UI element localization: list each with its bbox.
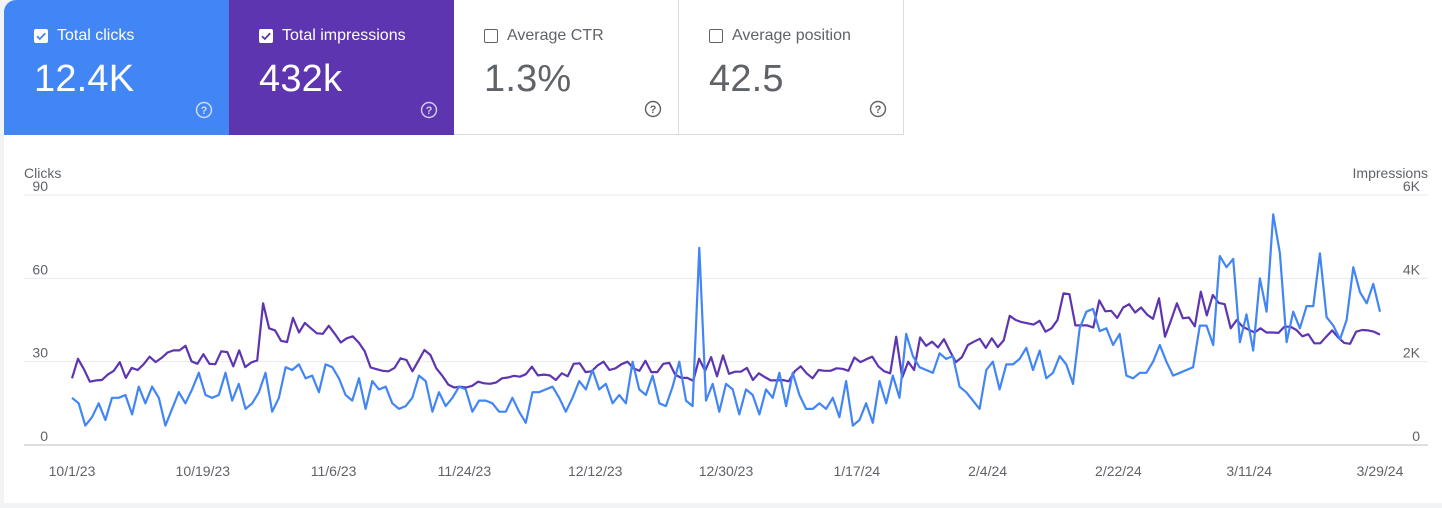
help-icon[interactable]: ? xyxy=(195,101,213,119)
left-tick-label: 30 xyxy=(32,345,48,361)
right-tick-label: 6K xyxy=(1403,178,1421,194)
tile-header: Average CTR xyxy=(484,27,604,45)
left-tick-label: 60 xyxy=(32,261,48,277)
x-tick-label: 2/4/24 xyxy=(968,463,1007,479)
left-axis-ticks: 0 30 60 90 xyxy=(32,178,48,444)
right-axis-ticks: 0 2K 4K 6K xyxy=(1403,178,1421,444)
tile-header: Total impressions xyxy=(259,27,406,45)
x-axis-ticks: 10/1/23 10/19/23 11/6/23 11/24/23 12/12/23 12… xyxy=(49,463,1404,479)
tile-label: Total clicks xyxy=(57,27,135,44)
series-line-clicks xyxy=(71,213,1382,427)
tile-header: Total clicks xyxy=(34,27,134,45)
grid-lines xyxy=(24,194,1428,446)
right-tick-label: 0 xyxy=(1412,428,1420,444)
right-axis-label: Impressions xyxy=(1353,165,1428,181)
checkbox-checked-icon[interactable] xyxy=(34,29,48,43)
tile-label: Total impressions xyxy=(282,27,406,44)
svg-text:?: ? xyxy=(426,105,433,117)
tile-average-position[interactable]: Average position 42.5 ? xyxy=(679,0,904,135)
checkbox-unchecked-icon[interactable] xyxy=(484,29,498,43)
x-tick-label: 11/24/23 xyxy=(438,463,492,479)
left-tick-label: 0 xyxy=(40,428,48,444)
tile-header: Average position xyxy=(709,27,851,45)
x-tick-label: 3/29/24 xyxy=(1357,463,1404,479)
tile-value: 432k xyxy=(259,58,343,100)
svg-text:?: ? xyxy=(201,105,208,117)
tile-value: 42.5 xyxy=(709,58,784,100)
left-axis-label: Clicks xyxy=(24,165,61,181)
tile-total-clicks[interactable]: Total clicks 12.4K ? xyxy=(4,0,229,135)
tile-label: Average position xyxy=(732,27,851,44)
tile-total-impressions[interactable]: Total impressions 432k ? xyxy=(229,0,454,135)
x-tick-label: 1/17/24 xyxy=(833,463,880,479)
x-tick-label: 12/30/23 xyxy=(699,463,754,479)
svg-text:?: ? xyxy=(875,104,882,116)
metric-tiles: Total clicks 12.4K ? Total impressions 4… xyxy=(4,0,904,135)
help-icon[interactable]: ? xyxy=(869,100,887,118)
help-icon[interactable]: ? xyxy=(644,100,662,118)
x-tick-label: 3/11/24 xyxy=(1226,463,1272,479)
tile-average-ctr[interactable]: Average CTR 1.3% ? xyxy=(454,0,679,135)
right-tick-label: 2K xyxy=(1403,345,1421,361)
tile-value: 1.3% xyxy=(484,58,572,100)
series-lines xyxy=(70,213,1382,427)
chart-svg: Clicks Impressions 0 30 60 90 0 2K 4K 6K 10/1/… xyxy=(24,165,1428,479)
x-tick-label: 12/12/23 xyxy=(568,463,623,479)
right-tick-label: 4K xyxy=(1403,261,1421,277)
checkbox-unchecked-icon[interactable] xyxy=(709,29,723,43)
tile-value: 12.4K xyxy=(34,58,135,100)
x-tick-label: 2/22/24 xyxy=(1095,463,1142,479)
x-tick-label: 10/19/23 xyxy=(176,463,231,479)
left-tick-label: 90 xyxy=(32,178,48,194)
x-tick-label: 10/1/23 xyxy=(49,463,96,479)
series-line-impressions xyxy=(70,290,1381,389)
x-tick-label: 11/6/23 xyxy=(311,463,357,479)
tile-label: Average CTR xyxy=(507,27,604,44)
svg-text:?: ? xyxy=(650,104,657,116)
checkbox-checked-icon[interactable] xyxy=(259,29,273,43)
performance-chart: Clicks Impressions 0 30 60 90 0 2K 4K 6K 10/1/… xyxy=(0,150,1442,503)
help-icon[interactable]: ? xyxy=(420,101,438,119)
